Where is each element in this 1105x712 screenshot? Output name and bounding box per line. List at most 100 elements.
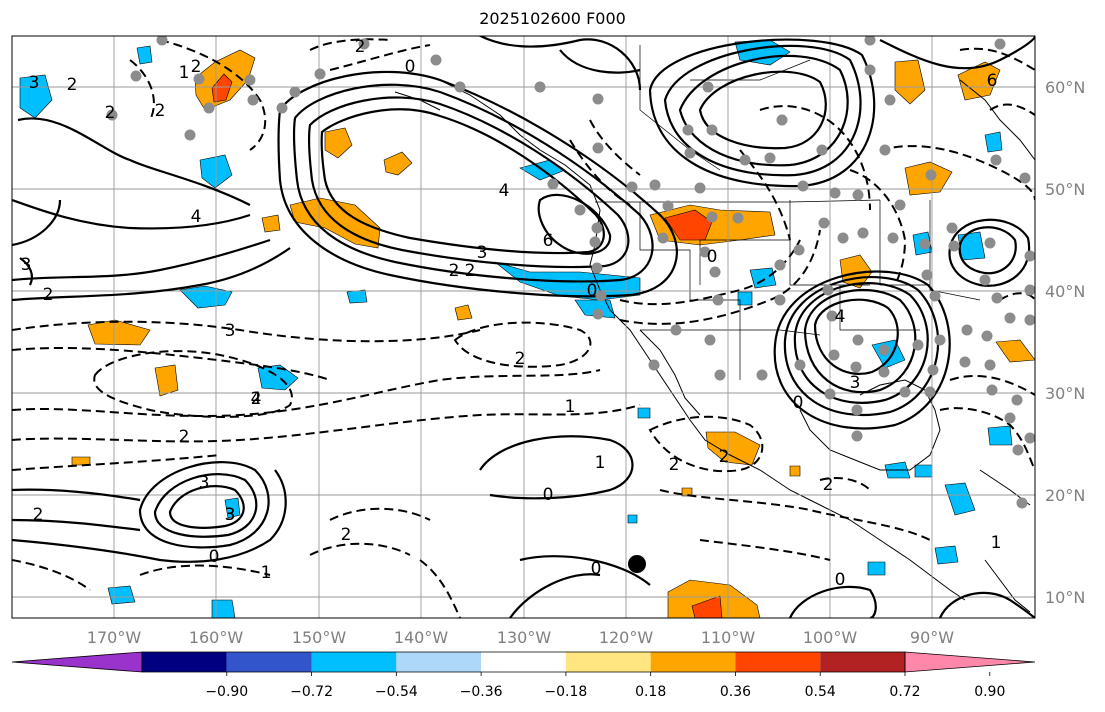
contour-label: 2	[465, 261, 476, 281]
colorbar-segment	[735, 652, 821, 672]
blue-blob	[871, 339, 906, 369]
colorbar-segment	[142, 652, 227, 672]
colorbar-tick-label: 0.90	[974, 684, 1005, 700]
colorbar-outline	[141, 651, 906, 673]
lon-label: 100°W	[803, 628, 858, 647]
colorbar-tick-label: −0.72	[290, 684, 333, 700]
contour-label: 6	[543, 231, 554, 251]
contour-label: 0	[793, 393, 804, 413]
lon-label: 130°W	[497, 628, 552, 647]
red-core	[664, 209, 713, 241]
orange-blob	[324, 127, 353, 159]
blue-blob	[211, 599, 236, 618]
blue-blob	[914, 464, 933, 478]
blue-blob	[19, 74, 53, 119]
contour-label: 2	[669, 455, 680, 475]
orange-blob	[383, 151, 413, 176]
orange-blob	[71, 456, 91, 466]
positive-shading	[71, 49, 1035, 618]
contour-label: 0	[591, 559, 602, 579]
blue-blob	[637, 407, 651, 419]
contour-label: 3	[29, 73, 40, 93]
center-marker	[628, 555, 646, 573]
contour-label: 0	[405, 57, 416, 77]
blue-blob	[984, 131, 1003, 153]
contour-label: 0	[543, 485, 554, 505]
blue-blob	[346, 289, 368, 304]
orange-blob	[261, 214, 281, 233]
contour-label: 1	[261, 563, 272, 583]
contour-label: 2	[67, 75, 78, 95]
orange-blob	[705, 431, 761, 466]
red-core	[691, 595, 723, 618]
colorbar-tick-label: −0.54	[375, 684, 418, 700]
contour-label: 2	[341, 525, 352, 545]
colorbar-segment	[820, 652, 905, 672]
contour-label: 4	[835, 307, 846, 327]
lat-label: 20°N	[1045, 486, 1085, 505]
lon-label: 120°W	[599, 628, 654, 647]
colorbar-tick-label: 0.72	[889, 684, 920, 700]
lon-label: 150°W	[292, 628, 347, 647]
blue-blob	[224, 497, 241, 519]
contour-label: 2	[719, 447, 730, 467]
contour-label: 0	[707, 247, 718, 267]
contour-label: 2	[43, 285, 54, 305]
contour-label: 4	[251, 389, 262, 409]
contour-label: 2	[105, 103, 116, 123]
contour-label: 3	[199, 473, 210, 493]
contour-label: 1	[991, 533, 1002, 553]
map-frame	[11, 35, 1036, 619]
lon-label: 170°W	[87, 628, 142, 647]
contour-label: 0	[835, 570, 846, 590]
colorbar-tick-label: 0.18	[635, 684, 666, 700]
colorbar-segment	[311, 652, 397, 672]
orange-blob	[789, 465, 801, 477]
dashed-contours	[12, 38, 1035, 618]
contour-label: 1	[565, 397, 576, 417]
lon-label: 160°W	[189, 628, 244, 647]
colorbar-tick-label: −0.18	[544, 684, 587, 700]
lon-label: 140°W	[394, 628, 449, 647]
blue-blob	[934, 545, 959, 565]
contour-label: 2	[251, 389, 262, 409]
contour-label: 3	[21, 255, 32, 275]
contour-label: 3	[225, 505, 236, 525]
orange-blob	[995, 339, 1035, 363]
blue-blob	[737, 291, 753, 306]
contour-label: 2	[191, 57, 202, 77]
contour-label: 2	[33, 505, 44, 525]
map-title: 2025102600 F000	[479, 9, 626, 28]
colorbar-segment	[481, 652, 566, 672]
contour-label: 3	[850, 373, 861, 393]
blue-blob	[179, 285, 233, 309]
colorbar-tick-label: 0.54	[805, 684, 836, 700]
colorbar-tick-label: 0.36	[720, 684, 751, 700]
contour-label: 3	[225, 505, 236, 525]
orange-blob	[87, 319, 151, 346]
contour-label: 2	[515, 349, 526, 369]
solid-contours	[12, 36, 1035, 618]
contour-label: 4	[191, 207, 202, 227]
red-core	[211, 73, 233, 103]
colorbar-segment	[650, 652, 736, 672]
colorbar-tick-label: −0.36	[460, 684, 503, 700]
contour-label: 3	[477, 243, 488, 263]
blue-blob	[734, 39, 791, 66]
contour-label: 0	[209, 547, 220, 567]
contour-label: 3	[225, 321, 236, 341]
blue-blob	[627, 514, 638, 524]
colorbar-tick-label: −0.90	[205, 684, 248, 700]
contour-label: 1	[179, 63, 190, 83]
longitude-labels: 170°W 160°W 150°W 140°W 130°W 120°W 110°W 100°W…	[87, 628, 954, 647]
orange-blob	[154, 364, 179, 397]
orange-blob	[957, 61, 1001, 101]
colorbar-segment	[396, 652, 482, 672]
contour-label: 4	[499, 181, 510, 201]
contour-label: 2	[823, 475, 834, 495]
lat-label: 40°N	[1045, 282, 1085, 301]
latitude-labels: 60°N 50°N 40°N 30°N 20°N 10°N	[1045, 78, 1085, 607]
